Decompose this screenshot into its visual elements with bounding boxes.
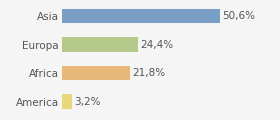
Bar [62,37,138,52]
Bar [62,66,130,81]
Text: 24,4%: 24,4% [141,40,174,50]
Bar [62,9,220,23]
Text: 21,8%: 21,8% [132,68,165,78]
Bar [62,94,72,109]
Text: 50,6%: 50,6% [222,11,255,21]
Text: 3,2%: 3,2% [74,97,101,107]
